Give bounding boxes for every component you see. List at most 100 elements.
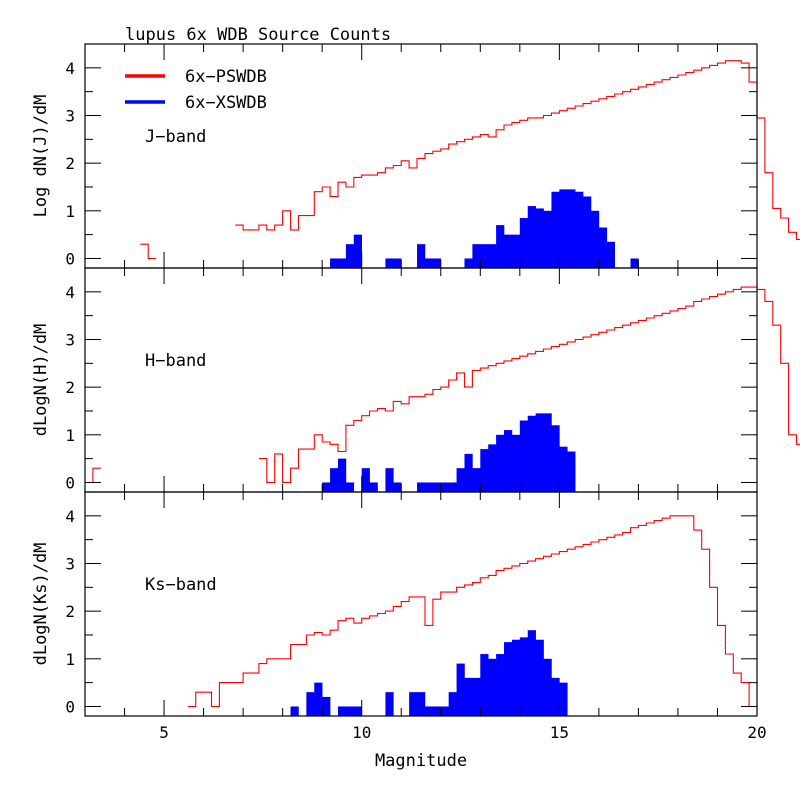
xswdb-bar [464, 453, 473, 492]
xswdb-bar [480, 244, 489, 268]
y-tick-label: 3 [65, 554, 75, 573]
xswdb-bar [409, 692, 418, 716]
xswdb-bar [543, 413, 552, 492]
y-tick-label: 2 [65, 154, 75, 173]
xswdb-bar [559, 682, 568, 716]
x-axis-label: Magnitude [375, 751, 467, 771]
xswdb-bar [527, 206, 536, 268]
xswdb-bar [345, 706, 355, 716]
xswdb-bar [424, 258, 434, 268]
xswdb-bar [630, 258, 639, 268]
xswdb-bar [527, 415, 536, 492]
xswdb-bar [330, 258, 339, 268]
xswdb-bar [290, 706, 299, 716]
xswdb-bar [504, 642, 513, 716]
x-tick-label: 15 [550, 723, 569, 742]
xswdb-bar [337, 458, 347, 492]
y-tick-label: 1 [65, 426, 75, 445]
xswdb-bar [361, 468, 370, 492]
y-tick-label: 0 [65, 697, 75, 716]
y-tick-label: 2 [65, 378, 75, 397]
xswdb-bar [606, 241, 615, 268]
xswdb-bar [535, 413, 544, 492]
xswdb-bar [306, 692, 315, 716]
xswdb-bar [432, 482, 442, 492]
xswdb-bar [480, 654, 489, 716]
xswdb-bar [314, 682, 323, 716]
xswdb-bar [432, 706, 442, 716]
y-tick-label: 4 [65, 283, 75, 302]
xswdb-bar [488, 658, 497, 716]
xswdb-bar [417, 692, 426, 716]
xswdb-bar [496, 225, 505, 268]
xswdb-bar [598, 227, 608, 268]
xswdb-bar [575, 191, 584, 268]
y-tick-label: 1 [65, 202, 75, 221]
pswdb-histogram [85, 515, 757, 708]
y-tick-label: 0 [65, 473, 75, 492]
xswdb-bar [385, 258, 394, 268]
xswdb-bar [480, 449, 489, 492]
xswdb-bar [519, 217, 529, 268]
xswdb-bar [337, 706, 347, 716]
xswdb-bar [472, 677, 481, 716]
y-axis-label: dLogN(Ks)/dM [31, 543, 51, 666]
xswdb-bar [496, 654, 505, 716]
y-tick-label: 4 [65, 59, 75, 78]
xswdb-bar [527, 630, 536, 716]
xswdb-bar [551, 425, 560, 492]
legend-label: 6x−XSWDB [185, 93, 267, 113]
xswdb-bar [448, 692, 457, 716]
xswdb-bar [472, 468, 481, 492]
xswdb-bar [448, 482, 457, 492]
xswdb-bar [551, 677, 560, 716]
xswdb-bar [590, 210, 600, 268]
xswdb-bar [559, 446, 568, 492]
y-axis-label: dLogN(H)/dM [31, 324, 51, 437]
xswdb-bar [511, 434, 521, 492]
y-tick-label: 0 [65, 249, 75, 268]
x-tick-label: 5 [159, 723, 169, 742]
xswdb-bar [543, 658, 552, 716]
band-label: J−band [145, 127, 206, 147]
xswdb-bar [385, 692, 394, 716]
xswdb-bar [559, 189, 568, 268]
xswdb-bar [472, 244, 481, 268]
xswdb-bar [417, 482, 426, 492]
pswdb-histogram [85, 286, 800, 484]
xswdb-bar [488, 244, 497, 268]
xswdb-bar [519, 420, 529, 492]
xswdb-bar [456, 663, 465, 716]
xswdb-bar [353, 234, 363, 268]
xswdb-bar [567, 451, 576, 492]
chart-title: lupus 6x WDB Source Counts [125, 25, 391, 45]
xswdb-bar [424, 482, 434, 492]
xswdb-bar [504, 234, 513, 268]
xswdb-bar [567, 189, 576, 268]
xswdb-bar [393, 482, 402, 492]
xswdb-bar [551, 191, 560, 268]
y-tick-label: 4 [65, 507, 75, 526]
y-tick-label: 3 [65, 330, 75, 349]
xswdb-bar [456, 468, 465, 492]
xswdb-bar [488, 444, 497, 492]
xswdb-bar [393, 258, 402, 268]
pswdb-histogram [140, 60, 800, 260]
panel-h: 0 1 2 3 4 dLogN(H)/dM H−band [31, 267, 800, 493]
xswdb-bar [583, 196, 592, 268]
xswdb-bar [322, 696, 331, 716]
xswdb-bar [322, 482, 331, 492]
y-axis-label: Log dN(J)/dM [31, 95, 51, 218]
xswdb-bar [496, 434, 505, 492]
xswdb-bar [440, 482, 449, 492]
xswdb-bar [385, 468, 394, 492]
legend-label: 6x−PSWDB [185, 67, 267, 87]
panel-ks: 0 1 2 3 4 dLogN(Ks)/dM Ks−band [31, 491, 758, 717]
xswdb-bar [519, 637, 529, 716]
xswdb-bar [535, 639, 544, 716]
xswdb-bar [424, 706, 434, 716]
xswdb-bar [369, 482, 378, 492]
xswdb-bar [432, 258, 442, 268]
y-tick-label: 3 [65, 106, 75, 125]
